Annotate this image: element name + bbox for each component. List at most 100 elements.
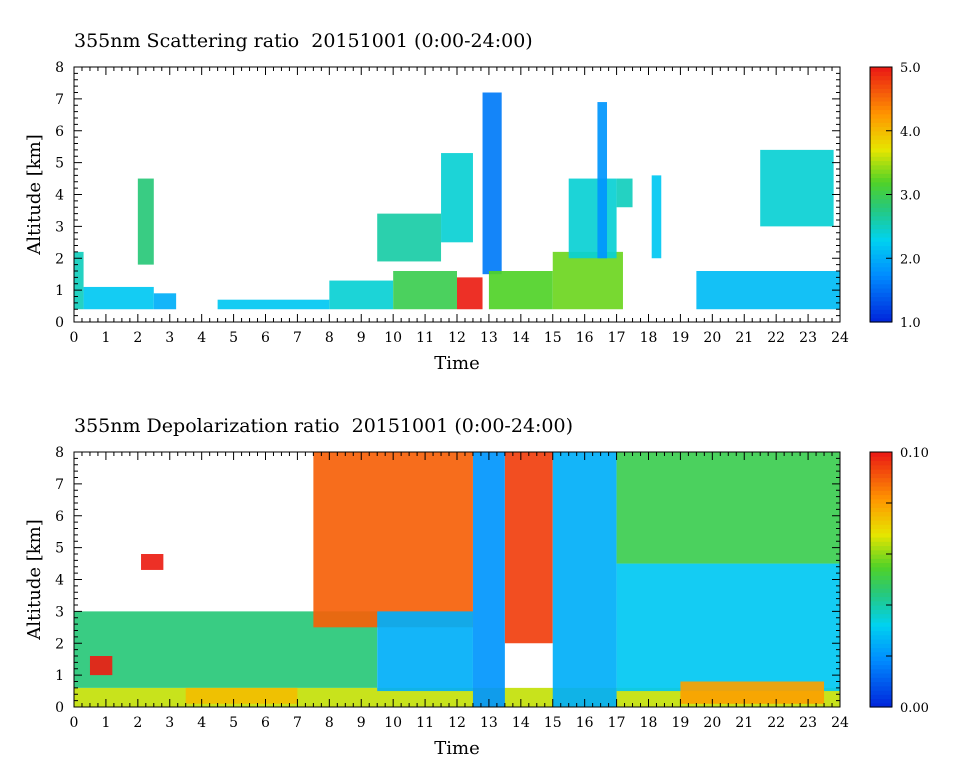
x-tick-label: 16 [576,715,594,731]
colorbar-tick-label: 5.0 [900,61,921,76]
colorbar-segment [870,84,892,89]
colorbar-segment [870,469,892,474]
colorbar-segment [870,169,892,174]
colorbar-segment [870,579,892,585]
y-tick-label: 3 [55,219,64,235]
x-tick-label: 22 [767,715,785,731]
colorbar-segment [870,571,892,576]
y-tick-label: 1 [55,283,64,299]
colorbar-segment [870,549,892,555]
depolarization-ratio-panel: 355nm Depolarization ratio 20151001 (0:0… [0,385,960,770]
y-tick-label: 0 [55,315,64,331]
x-tick-label: 20 [703,715,721,731]
heatmap-cell [651,175,662,259]
x-tick-label: 23 [799,330,817,346]
x-tick-label: 2 [133,715,142,731]
colorbar-segment [870,135,892,140]
colorbar-segment [870,507,892,513]
colorbar-segment [870,96,892,102]
heatmap-cell [504,452,553,644]
colorbar-segment [870,75,892,81]
heatmap-cell [313,452,473,628]
colorbar-segment [870,258,892,264]
colorbar-segment [870,279,892,285]
x-tick-label: 22 [767,330,785,346]
heatmap-cell [329,280,394,310]
chart-title: 355nm Scattering ratio 20151001 (0:00-24… [74,30,533,52]
colorbar-segment [870,79,892,85]
colorbar-segment [870,588,892,593]
x-tick-label: 14 [512,715,530,731]
colorbar-segment [870,609,892,615]
colorbar-segment [870,92,892,98]
heatmap-cell [488,271,553,310]
colorbar-segment [870,283,892,289]
x-tick-label: 13 [480,715,498,731]
y-axis-label: Altitude [km] [24,134,45,256]
colorbar-segment [870,647,892,653]
x-axis-label: Time [434,738,479,759]
x-tick-label: 4 [197,715,206,731]
heatmap-cell [137,178,154,265]
colorbar-segment [870,271,892,276]
heatmap-cell [552,452,617,707]
x-tick-label: 5 [229,715,238,731]
x-tick-label: 11 [416,715,434,731]
x-tick-label: 5 [229,330,238,346]
x-tick-label: 24 [831,715,849,731]
x-tick-label: 7 [293,330,302,346]
colorbar-segment [870,656,892,661]
y-tick-label: 2 [55,251,64,267]
heatmap-cell [696,271,840,310]
y-tick-label: 7 [55,92,64,108]
colorbar-segment [870,67,892,72]
colorbar-segment [870,207,892,213]
y-tick-label: 2 [55,636,64,652]
colorbar-segment [870,651,892,657]
colorbar-frame [869,451,893,708]
colorbar-segment [870,660,892,666]
heatmap-cell [552,251,623,310]
colorbar: 1.0 2.0 3.0 4.0 5.0 [869,61,921,331]
colorbar-segment [870,562,892,568]
colorbar-segment [870,224,892,230]
colorbar-segment [870,305,892,310]
colorbar-segment [870,464,892,470]
colorbar-segment [870,181,892,187]
colorbar-segment [870,237,892,242]
colorbar-segment [870,113,892,119]
x-tick-label: 1 [101,715,110,731]
colorbar-segment [870,245,892,251]
x-tick-label: 1 [101,330,110,346]
colorbar-segment [870,490,892,496]
colorbar-segment [870,228,892,234]
colorbar-segment [870,118,892,123]
x-tick-label: 18 [640,715,658,731]
colorbar-segment [870,109,892,115]
x-tick-label: 2 [133,330,142,346]
y-axis-label: Altitude [km] [24,519,45,641]
chart-title: 355nm Depolarization ratio 20151001 (0:0… [74,415,574,437]
x-tick-label: 21 [735,715,753,731]
x-tick-label: 15 [544,715,562,731]
y-tick-label: 7 [55,477,64,493]
colorbar-tick-label: 3.0 [900,189,921,204]
colorbar-segment [870,152,892,157]
colorbar-segment [870,296,892,302]
colorbar-segment [870,194,892,200]
colorbar-segment [870,554,892,559]
colorbar-segment [870,643,892,649]
x-tick-label: 8 [325,330,334,346]
colorbar-segment [870,532,892,538]
colorbar-segment [870,130,892,136]
colorbar-segment [870,613,892,619]
colorbar-segment [870,456,892,462]
colorbar-tick-label: 0.10 [900,446,929,461]
x-tick-label: 21 [735,330,753,346]
y-tick-label: 8 [55,445,64,461]
colorbar-segment [870,198,892,204]
scattering-ratio-chart: 0 1 2 3 4 5 6 7 8 9 10 11 12 13 14 15 16 17 18 19 20 21 22 23 24… [24,60,921,374]
x-tick-label: 9 [357,715,366,731]
colorbar-segment [870,215,892,221]
heatmap-cell [616,178,633,208]
